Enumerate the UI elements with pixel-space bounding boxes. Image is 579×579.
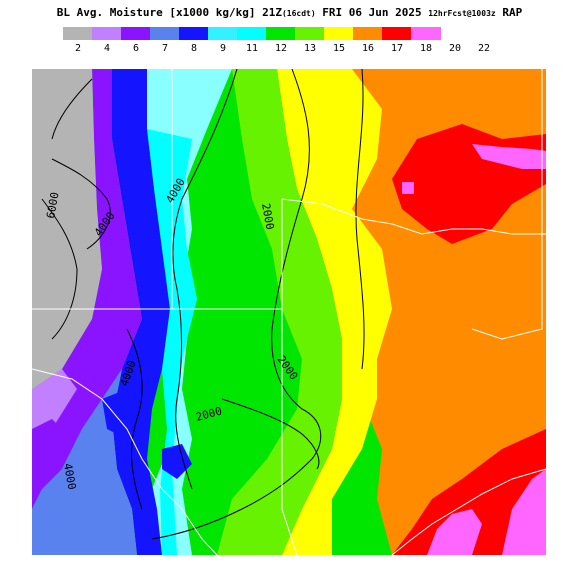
legend-tick-label: 22 [477,43,491,54]
region-pink-north [472,144,546,169]
legend-tick-label: 7 [161,43,169,54]
legend-swatch [382,27,412,40]
legend-tick-label: 2 [74,43,82,54]
region-yellow [277,69,392,555]
contour-line [355,69,365,370]
contour-line [151,458,313,540]
region-pink-coast [427,509,482,555]
legend-tick-label: 20 [448,43,462,54]
region-red-southeast [392,429,546,555]
region-cyan [147,129,197,555]
legend-tick-label: 11 [245,43,259,54]
legend-swatch [266,27,296,40]
region-blue-texas [162,444,192,479]
legend-swatch [121,27,151,40]
map-title: BL Avg. Moisture [x1000 kg/kg] 21Z(16cdt… [0,6,579,19]
legend-tick-label: 16 [361,43,375,54]
contour-label-4000: 4000 [61,462,78,490]
legend-swatch [92,27,122,40]
border-line [281,309,298,555]
legend-tick-label: 17 [390,43,404,54]
legend-swatch [237,27,267,40]
contour-line [51,158,111,250]
legend-tick-label: 13 [303,43,317,54]
contour-line [172,69,238,490]
contour-line [221,398,320,470]
title-date: FRI 06 Jun 2025 [322,6,422,19]
title-main: BL Avg. Moisture [x1000 kg/kg] 21Z [56,6,282,19]
legend-swatch [411,27,441,40]
legend-swatch [353,27,383,40]
title-zone: (16cdt) [281,9,316,18]
border-line [281,198,546,235]
legend-swatch [150,27,180,40]
legend-tick-label: 12 [274,43,288,54]
height-contours [41,69,365,540]
region-purple-southwest [32,419,72,499]
title-run: 12hrFcst@1003z [428,9,496,18]
contour-line [51,78,93,140]
region-pink-dot [402,182,414,194]
legend-swatch [63,27,93,40]
region-lime [217,69,342,555]
contour-line [126,328,143,510]
legend-tick-label: 8 [190,43,198,54]
legend-swatch [208,27,238,40]
contour-label-6000: 6000 [44,191,61,219]
border-line [391,468,546,555]
border-line [32,368,218,555]
legend-tick-label: 9 [219,43,227,54]
contour-line [271,69,322,460]
title-model: RAP [502,6,523,19]
legend-swatch [179,27,209,40]
moisture-map: 6000 4000 4000 2000 2000 2000 4000 4000 [32,69,546,555]
legend-tick-label: 18 [419,43,433,54]
legend-tick-label: 4 [103,43,111,54]
legend-tick-label: 6 [132,43,140,54]
legend-swatch [295,27,325,40]
state-borders [32,69,546,555]
region-pink-southeast [502,469,546,555]
legend-swatch [324,27,354,40]
border-line [471,69,543,340]
contour-label-2000: 2000 [259,202,276,230]
region-blue-patch [102,389,137,439]
legend-tick-label: 15 [332,43,346,54]
contour-line [41,198,78,340]
